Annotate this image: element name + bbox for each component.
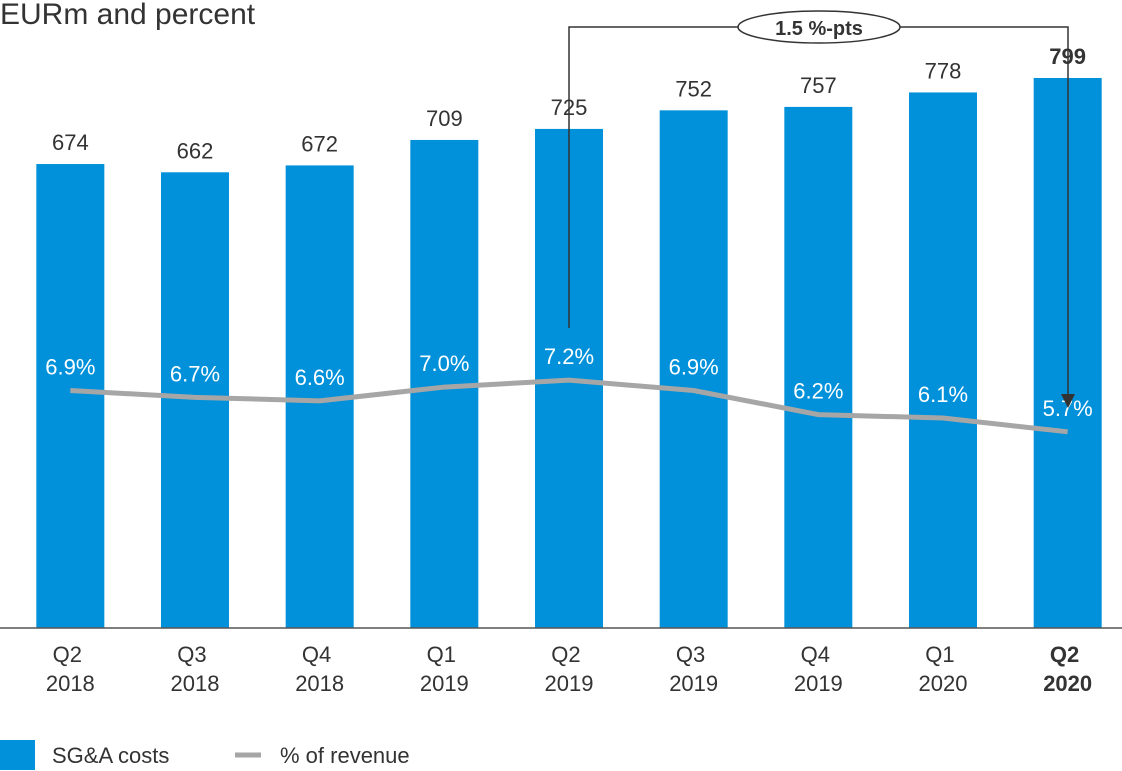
chart-title: EURm and percent: [0, 0, 256, 31]
value-label: 672: [301, 131, 338, 156]
bar: [659, 110, 728, 629]
value-label: 709: [426, 106, 463, 131]
x-tick-label: Q4 2019: [794, 642, 843, 696]
value-label: 662: [177, 138, 214, 163]
x-tick-label: Q3 2018: [171, 642, 220, 696]
x-tick-label: Q4 2018: [295, 642, 344, 696]
x-tick-label: Q2 2018: [46, 642, 95, 696]
legend-swatch: [0, 740, 35, 770]
value-label: 757: [800, 73, 837, 98]
legend-label: SG&A costs: [52, 743, 169, 768]
x-tick-label: Q2 2020: [1043, 642, 1092, 696]
line-value-label: 7.2%: [544, 344, 594, 369]
line: [70, 377, 1068, 435]
line-value-label: 6.9%: [45, 355, 95, 380]
arrow-head: [1061, 394, 1075, 408]
line-value-label: 6.2%: [793, 379, 843, 404]
value-label: 674: [52, 130, 89, 155]
bracket: [568, 26, 738, 328]
x-tick-label: Q3 2019: [669, 642, 718, 696]
line-value-label: 6.1%: [918, 382, 968, 407]
bar: [784, 106, 853, 628]
annotation: 1.5 %-pts: [568, 10, 1075, 408]
annotation-label: 1.5 %-pts: [775, 18, 863, 40]
annotation-bubble: [737, 10, 901, 44]
line-value-label: 6.7%: [170, 361, 220, 386]
value-label: 778: [925, 58, 962, 83]
line-value-label: 6.6%: [295, 365, 345, 390]
x-tick-label: Q1 2020: [919, 642, 968, 696]
bar: [909, 92, 977, 628]
x-tick-label: Q2 2019: [545, 642, 594, 696]
bracket: [900, 26, 1069, 396]
line-value-label: 7.0%: [419, 351, 469, 376]
value-label: 752: [675, 76, 712, 101]
legend-label: % of revenue: [280, 743, 410, 768]
bar: [36, 164, 105, 628]
line-value-label: 6.9%: [669, 355, 719, 380]
x-tick-label: Q1 2019: [420, 642, 469, 696]
